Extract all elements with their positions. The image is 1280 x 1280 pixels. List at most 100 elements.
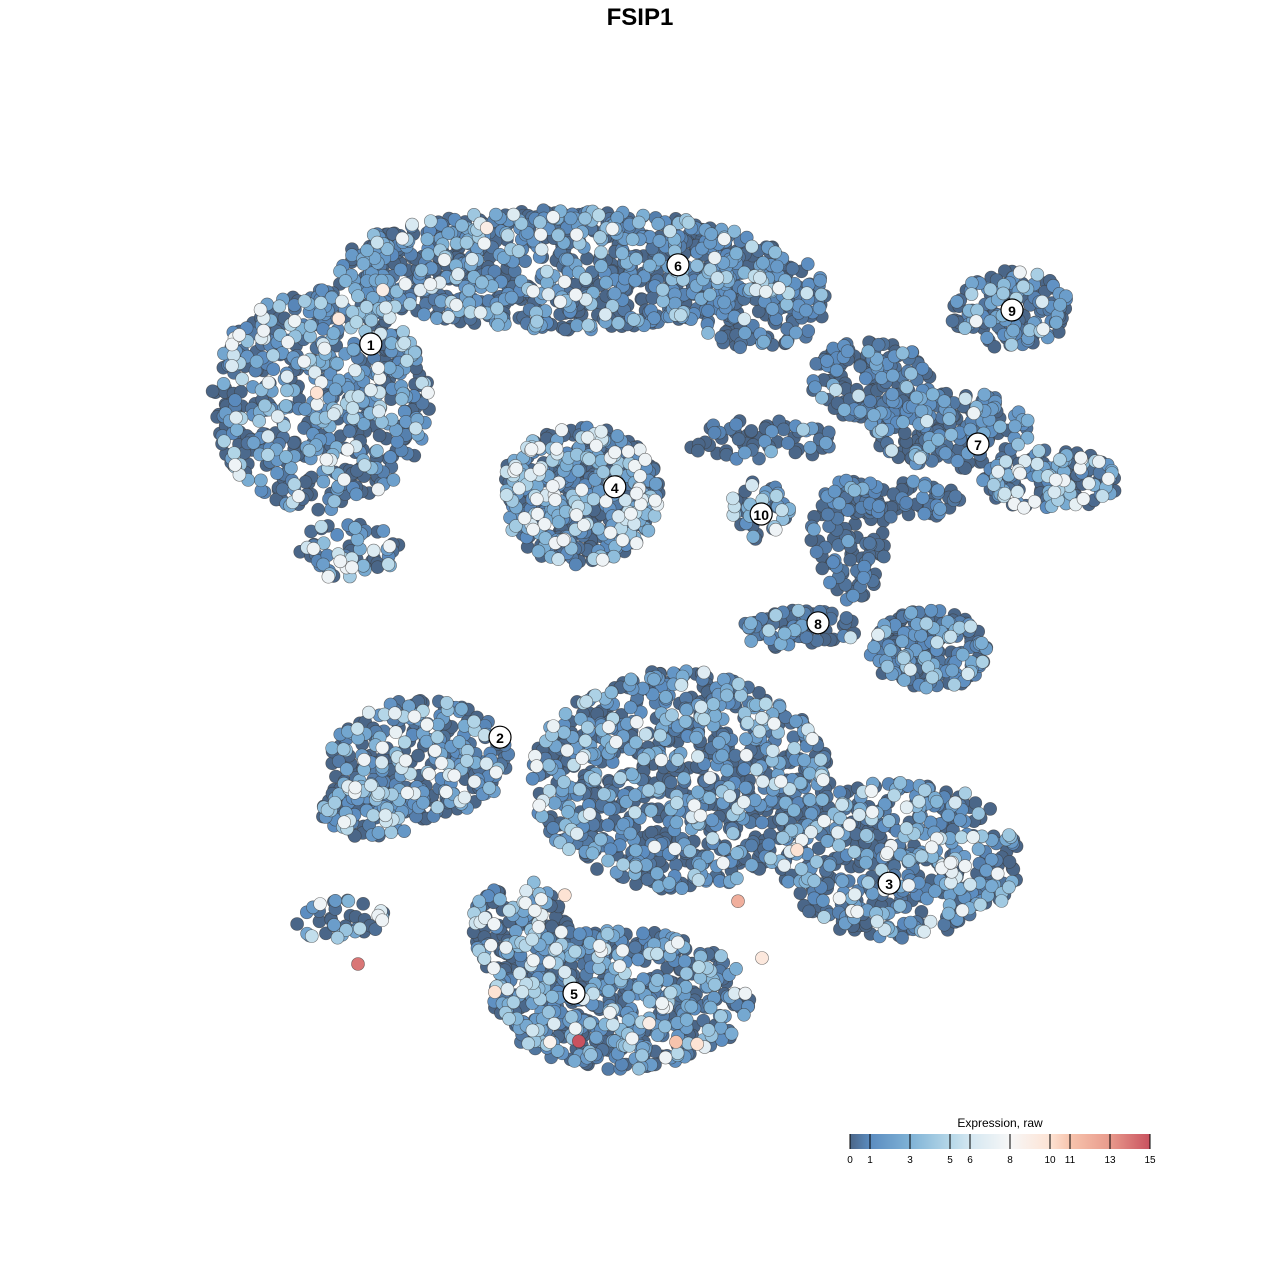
cell-point (815, 561, 830, 576)
cell-point (298, 475, 313, 489)
cell-point (780, 335, 794, 349)
cell-point (816, 893, 830, 908)
cell-point (717, 842, 731, 856)
cell-point (846, 588, 860, 603)
cell-point (839, 611, 854, 625)
cell-point (417, 307, 431, 322)
cell-point (228, 393, 242, 407)
cell-point (1008, 419, 1022, 434)
cell-point (931, 483, 945, 498)
cell-point (316, 474, 331, 489)
cell-point (867, 640, 881, 654)
cell-point (756, 256, 770, 270)
cell-point (628, 843, 643, 858)
cell-point (840, 344, 855, 359)
cell-point (761, 837, 776, 852)
cell-point (610, 429, 625, 443)
cell-point (801, 324, 816, 338)
cell-point (650, 866, 664, 881)
cell-point (729, 962, 743, 976)
cell-point (663, 775, 678, 790)
cell-point (980, 331, 994, 345)
cell-point (525, 771, 540, 786)
cell-point (756, 334, 771, 349)
cell-point (928, 884, 942, 898)
cell-point (342, 424, 357, 439)
cell-point (744, 858, 759, 872)
cell-point (339, 762, 354, 777)
cell-point (386, 473, 401, 487)
cell-point (744, 424, 759, 438)
cell-point (689, 730, 704, 745)
cell-point (833, 785, 847, 800)
cell-point (843, 552, 858, 567)
cell-point (558, 322, 572, 337)
cell-point (885, 387, 900, 402)
cell-point (917, 479, 932, 494)
cell-point (955, 647, 970, 662)
cell-point (658, 690, 673, 704)
cell-point (567, 1054, 582, 1068)
cell-point (724, 1026, 739, 1041)
cell-point (785, 261, 800, 276)
cell-point (350, 532, 365, 547)
cell-point (863, 394, 877, 408)
cell-point (856, 571, 871, 585)
cell-point (859, 855, 873, 870)
cell-point (328, 382, 343, 397)
cell-point (631, 952, 646, 967)
cell-point (607, 286, 622, 301)
cell-point (948, 489, 963, 504)
cell-point (652, 234, 667, 248)
cell-point (601, 1062, 616, 1076)
cell-point (737, 1008, 751, 1022)
cell-point (862, 536, 877, 550)
cell-point (746, 529, 761, 544)
cell-point (971, 842, 986, 856)
cell-point (755, 815, 769, 830)
cell-point (376, 524, 391, 538)
cell-point (205, 384, 220, 399)
cell-point (703, 1000, 718, 1015)
cell-point (802, 904, 816, 919)
cell-point (917, 506, 932, 521)
cell-point (326, 326, 341, 341)
cell-point (624, 672, 638, 687)
cell-point (729, 417, 743, 432)
cell-point (937, 394, 952, 408)
cell-point (298, 402, 312, 416)
cell-point (915, 361, 930, 376)
cell-point (249, 354, 264, 369)
cell-point (568, 557, 583, 572)
cell-point (594, 259, 608, 273)
cell-point (909, 390, 924, 405)
cell-point (454, 702, 469, 716)
cell-point (886, 368, 900, 383)
cell-point (717, 295, 731, 310)
cell-point (874, 371, 889, 385)
cell-point (807, 522, 821, 537)
cell-point (311, 502, 326, 517)
cell-point (504, 290, 519, 305)
cell-point (987, 339, 1002, 354)
cell-point (820, 507, 835, 522)
cell-point (737, 445, 752, 460)
cell-point (590, 862, 604, 876)
cell-point (950, 294, 964, 309)
cell-point (651, 216, 665, 231)
cell-point (788, 445, 803, 460)
cell-points (205, 203, 1122, 1076)
cell-point (853, 404, 868, 419)
cell-point (531, 544, 546, 559)
cell-point (677, 771, 691, 786)
cell-point (356, 897, 370, 911)
cell-point (906, 474, 921, 489)
cell-point (383, 450, 398, 464)
cell-point (679, 1013, 694, 1027)
cell-point (677, 954, 692, 969)
cell-point (662, 876, 677, 890)
cell-point (837, 403, 852, 417)
cell-point (603, 842, 618, 857)
cell-point (765, 302, 780, 316)
cell-point (348, 521, 362, 535)
